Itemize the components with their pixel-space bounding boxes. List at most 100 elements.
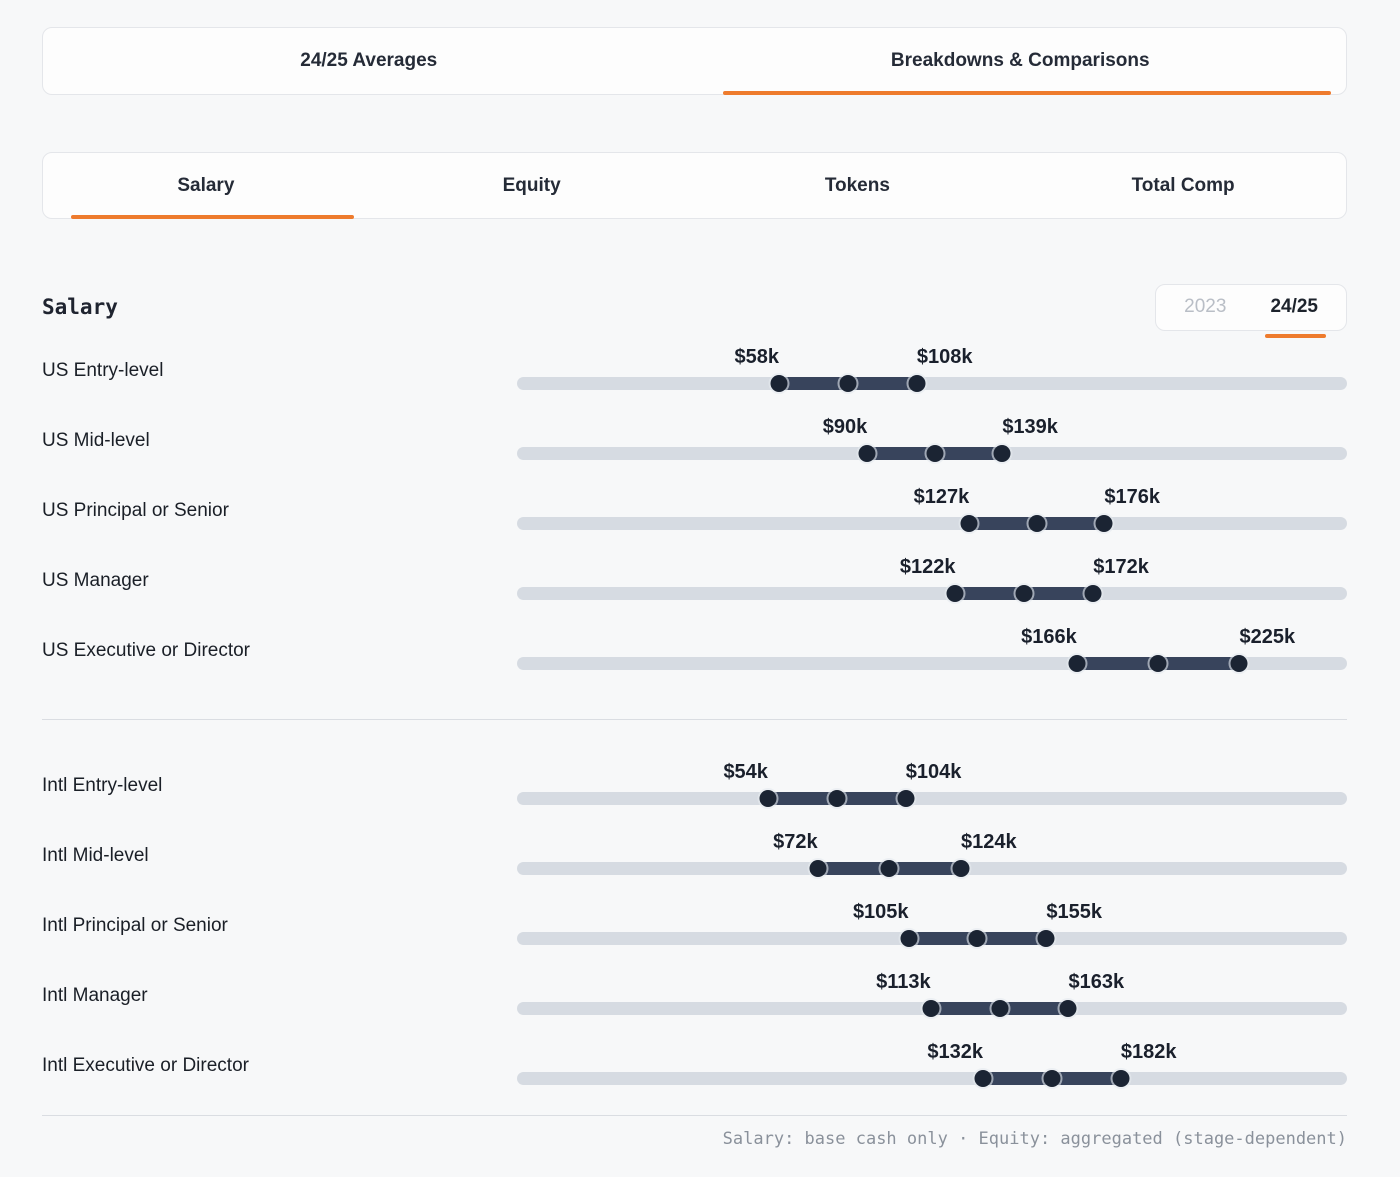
range-dot-high xyxy=(1059,1000,1077,1017)
row-label: Intl Entry-level xyxy=(42,775,163,796)
tab-label: Breakdowns & Comparisons xyxy=(890,50,1150,71)
range-track xyxy=(517,587,1347,600)
bar-area: $90k $139k xyxy=(517,406,1347,476)
tab-salary[interactable]: Salary xyxy=(43,153,369,219)
range-low-value: $72k xyxy=(773,831,818,853)
range-dot-mid xyxy=(880,860,898,877)
range-row: US Manager $122k $172k xyxy=(42,546,1347,616)
row-label: Intl Mid-level xyxy=(42,845,149,866)
range-dot-mid xyxy=(1028,515,1046,532)
row-label: US Mid-level xyxy=(42,430,150,451)
bar-area: $122k $172k xyxy=(517,546,1347,616)
tab-label: 24/25 Averages xyxy=(300,50,438,71)
range-row: Intl Executive or Director $132k $182k xyxy=(42,1031,1347,1101)
range-row: Intl Mid-level $72k $124k xyxy=(42,821,1347,891)
range-row: Intl Principal or Senior $105k $155k xyxy=(42,891,1347,961)
active-tab-underline xyxy=(71,215,354,219)
range-dot-high xyxy=(1095,515,1113,532)
range-dot-high xyxy=(908,375,926,392)
group-divider xyxy=(42,719,1347,720)
range-dot-mid xyxy=(839,375,857,392)
range-low-value: $90k xyxy=(822,416,868,438)
footer-divider xyxy=(42,1115,1347,1116)
bar-area: $54k $104k xyxy=(517,751,1347,821)
compensation-breakdown-page: 24/25 Averages Breakdowns & Comparisons … xyxy=(42,0,1347,1161)
range-dot-mid xyxy=(828,790,846,807)
range-low-value: $54k xyxy=(723,761,768,783)
range-row: US Mid-level $90k $139k xyxy=(42,406,1347,476)
range-high-value: $139k xyxy=(1002,416,1058,438)
range-row: US Executive or Director $166k $225k xyxy=(42,616,1347,686)
tab-tokens[interactable]: Tokens xyxy=(695,153,1021,218)
range-high-value: $182k xyxy=(1120,1041,1177,1063)
row-label: US Principal or Senior xyxy=(42,500,229,521)
range-high-value: $163k xyxy=(1068,971,1125,993)
range-dot-mid xyxy=(1015,585,1033,602)
range-track xyxy=(517,1072,1347,1085)
footnote: Salary: base cash only · Equity: aggrega… xyxy=(722,1129,1347,1149)
row-label: Intl Principal or Senior xyxy=(42,915,228,936)
range-low-value: $58k xyxy=(734,346,779,368)
range-dot-low xyxy=(974,1070,992,1087)
range-high-value: $225k xyxy=(1239,626,1296,648)
range-track xyxy=(517,517,1347,530)
metric-tabbar: Salary Equity Tokens Total Comp xyxy=(42,152,1347,219)
tab-equity[interactable]: Equity xyxy=(369,153,695,218)
range-low-value: $127k xyxy=(913,486,970,508)
year-toggle-underline xyxy=(1265,333,1326,338)
range-low-value: $122k xyxy=(899,556,956,578)
primary-tabbar: 24/25 Averages Breakdowns & Comparisons xyxy=(42,27,1347,95)
range-dot-low xyxy=(960,515,978,532)
range-dot-mid xyxy=(991,1000,1009,1017)
bar-area: $72k $124k xyxy=(517,821,1347,891)
range-high-value: $172k xyxy=(1093,556,1149,578)
range-row: US Entry-level $58k $108k xyxy=(42,336,1347,406)
tab-label: Salary xyxy=(177,174,235,196)
range-dot-mid xyxy=(1149,655,1167,672)
row-label: US Entry-level xyxy=(42,360,164,381)
tab-total-comp[interactable]: Total Comp xyxy=(1020,153,1346,218)
range-dot-high xyxy=(1230,655,1248,672)
toggle-option-2023[interactable]: 2023 xyxy=(1184,296,1227,317)
range-high-value: $124k xyxy=(960,831,1017,853)
range-dot-mid xyxy=(1043,1070,1061,1087)
range-dot-high xyxy=(897,790,915,807)
range-high-value: $176k xyxy=(1104,486,1160,508)
bar-area: $127k $176k xyxy=(517,476,1347,546)
range-dot-low xyxy=(946,585,964,602)
range-dot-low xyxy=(809,860,827,877)
tab-label: Tokens xyxy=(824,174,890,196)
range-low-value: $166k xyxy=(1021,626,1077,648)
range-dot-mid xyxy=(968,930,986,947)
range-high-value: $155k xyxy=(1046,901,1103,923)
row-label: Intl Executive or Director xyxy=(42,1055,249,1076)
salary-range-chart: US Entry-level $58k $108k US Mid-level $90k $… xyxy=(42,336,1347,1101)
range-row: Intl Manager $113k $163k xyxy=(42,961,1347,1031)
range-row: Intl Entry-level $54k $104k xyxy=(42,751,1347,821)
range-low-value: $113k xyxy=(876,971,931,993)
range-dot-low xyxy=(900,930,918,947)
tab-24-25-averages[interactable]: 24/25 Averages xyxy=(43,28,695,94)
active-tab-underline xyxy=(722,91,1331,95)
range-dot-high xyxy=(952,860,970,877)
range-track xyxy=(517,377,1347,390)
range-row: US Principal or Senior $127k $176k xyxy=(42,476,1347,546)
bar-area: $132k $182k xyxy=(517,1031,1347,1101)
range-high-value: $108k xyxy=(916,346,973,368)
row-label: US Executive or Director xyxy=(42,640,251,661)
range-dot-high xyxy=(1037,930,1055,947)
range-high-value: $104k xyxy=(905,761,962,783)
range-dot-mid xyxy=(926,445,944,462)
tab-label: Equity xyxy=(502,174,561,196)
range-dot-low xyxy=(770,375,788,392)
toggle-option-24-25[interactable]: 24/25 xyxy=(1270,296,1318,317)
range-dot-low xyxy=(922,1000,940,1017)
range-low-value: $105k xyxy=(852,901,909,923)
range-dot-high xyxy=(1112,1070,1130,1087)
tab-breakdowns-comparisons[interactable]: Breakdowns & Comparisons xyxy=(695,28,1347,95)
bar-area: $166k $225k xyxy=(517,616,1347,686)
range-dot-high xyxy=(1084,585,1102,602)
row-label: Intl Manager xyxy=(42,985,148,1006)
row-label: US Manager xyxy=(42,570,149,591)
range-dot-low xyxy=(759,790,777,807)
